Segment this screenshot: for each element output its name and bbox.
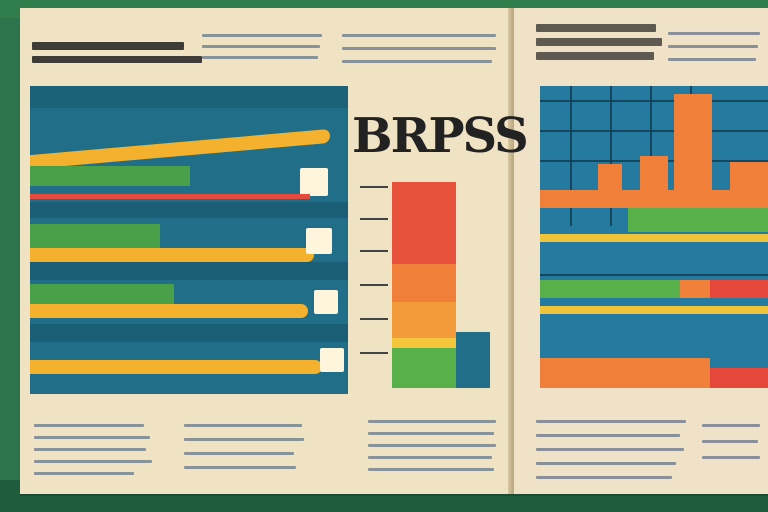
orange-bar (392, 302, 456, 342)
right-header-text-line (536, 52, 654, 60)
green-area-band (30, 166, 190, 186)
grid-line (610, 86, 612, 226)
grid-line (540, 100, 768, 102)
green-bar (392, 348, 456, 388)
orange-wide-band (540, 190, 768, 208)
left-header-text-line (32, 56, 202, 63)
bottom-middle-text-line (184, 438, 304, 441)
orange-bar-block (674, 94, 712, 198)
bottom-center-text-line (368, 468, 494, 471)
magazine-title: BRPSS (352, 108, 529, 164)
right-header-text-line (668, 58, 756, 61)
middle-header-text-line (342, 47, 496, 50)
blue-column (456, 332, 490, 388)
right-header-text-line (668, 45, 758, 48)
left-header-text-line (202, 45, 320, 48)
axis-tick (360, 218, 388, 220)
left-colorful-chart (30, 86, 348, 394)
green-wide-band (628, 208, 768, 232)
gold-area-band (30, 360, 322, 374)
bottom-left-text-line (34, 424, 144, 427)
gold-area-band (30, 304, 308, 318)
left-header-text-line (202, 34, 322, 37)
bottom-middle-text-line (184, 452, 294, 455)
bottom-right-text-line (702, 456, 760, 459)
bottom-left-text-line (34, 472, 134, 475)
yellow-stripe (540, 306, 768, 314)
left-header-text-line (32, 42, 184, 50)
right-colorful-chart (540, 86, 768, 388)
bottom-center-text-line (368, 432, 494, 435)
bottom-right-text-line (702, 424, 760, 427)
blue-divider-band (30, 262, 348, 280)
bottom-left-text-line (34, 448, 146, 451)
axis-tick (360, 186, 388, 188)
axis-tick (360, 284, 388, 286)
bottom-right-text-line (536, 476, 672, 479)
middle-header-text-line (342, 60, 492, 63)
bottom-right-text-line (536, 434, 680, 437)
yellow-bar (392, 338, 456, 348)
grid-line (540, 130, 768, 132)
right-header-text-line (536, 38, 662, 46)
red-wide-band (710, 280, 768, 298)
red-area-band (710, 368, 768, 388)
bottom-right-text-line (536, 462, 676, 465)
red-bar (392, 226, 456, 264)
bottom-right-text-line (702, 440, 758, 443)
bottom-right-text-line (536, 448, 684, 451)
grid-line (570, 86, 572, 226)
bottom-middle-text-line (184, 466, 296, 469)
orange-bar (392, 264, 456, 302)
blue-divider-band (30, 202, 348, 218)
bottom-center-text-line (368, 420, 496, 423)
bottom-middle-text-line (184, 424, 302, 427)
bottom-right-text-line (536, 420, 686, 423)
cream-legend-box (320, 348, 344, 372)
green-area-band (30, 284, 174, 304)
grid-line (540, 274, 768, 276)
left-header-text-line (202, 56, 318, 59)
middle-bar-chart (360, 172, 504, 392)
middle-header-text-line (342, 34, 496, 37)
right-header-text-line (668, 32, 760, 35)
bottom-left-text-line (34, 460, 152, 463)
bottom-center-text-line (368, 444, 496, 447)
orange-area-band (540, 358, 710, 388)
red-band-line (30, 194, 310, 199)
green-wide-band (540, 280, 680, 298)
bottom-left-text-line (34, 436, 150, 439)
axis-tick (360, 318, 388, 320)
bottom-center-text-line (368, 456, 492, 459)
cream-legend-box (306, 228, 332, 254)
cream-legend-box (300, 168, 328, 196)
right-header-text-line (536, 24, 656, 32)
axis-tick (360, 352, 388, 354)
blue-divider-band (30, 324, 348, 342)
gold-area-band (30, 128, 330, 170)
yellow-stripe (540, 234, 768, 242)
green-area-band (30, 224, 160, 248)
red-bar (392, 182, 456, 226)
top-dark-band (30, 86, 348, 108)
axis-tick (360, 250, 388, 252)
gold-area-band (30, 248, 314, 262)
cream-legend-box (314, 290, 338, 314)
